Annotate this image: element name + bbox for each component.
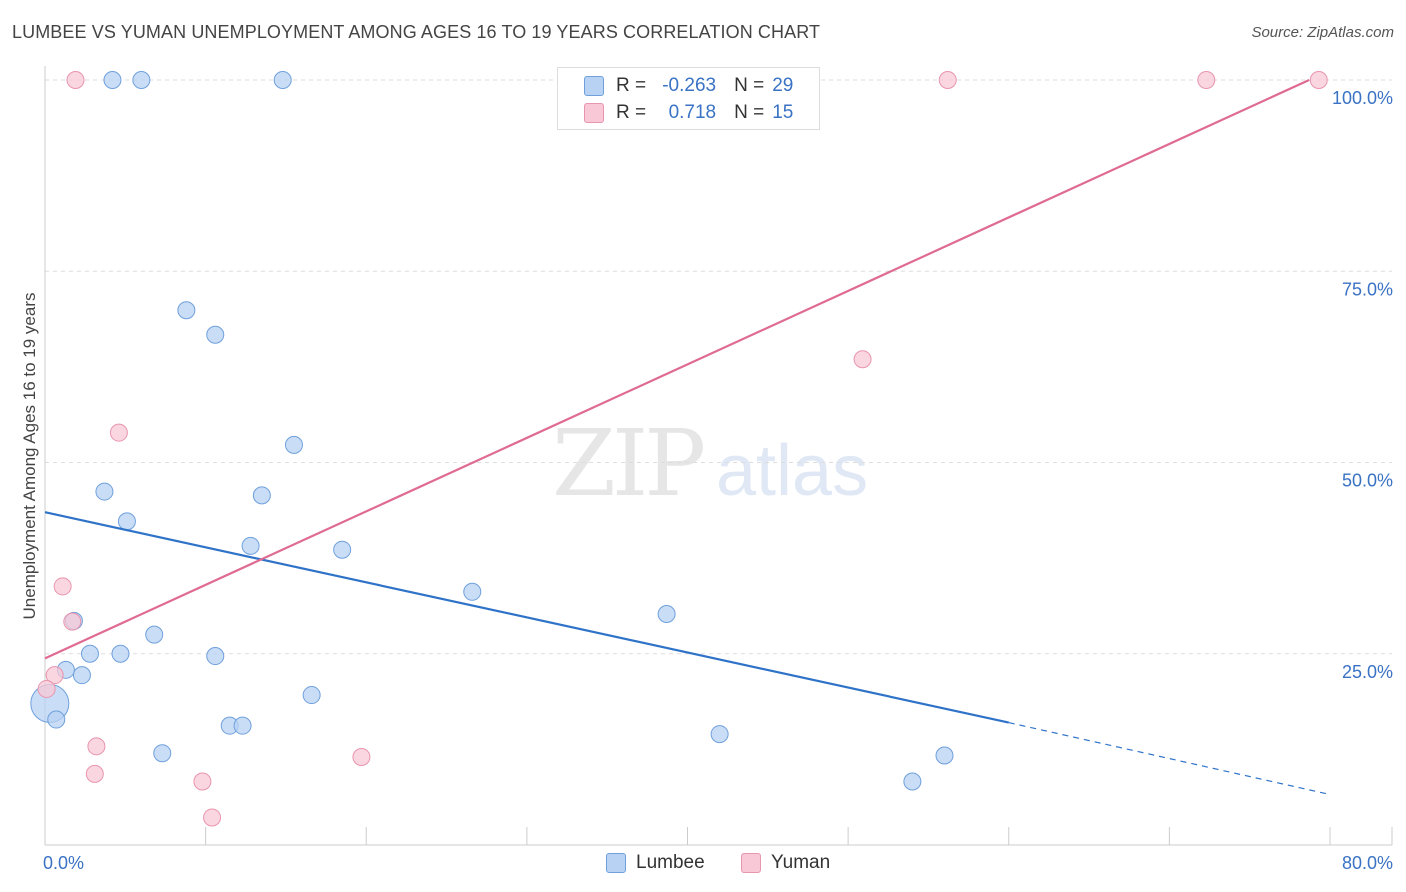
lumbee-point: [206, 647, 225, 666]
yuman-point: [938, 71, 957, 89]
lumbee-point: [80, 644, 99, 663]
yuman-point: [85, 764, 104, 783]
legend-r-value: -0.263: [662, 75, 717, 96]
yuman-point: [352, 748, 371, 767]
lumbee-point: [252, 486, 271, 505]
x-tick-label: 80.0%: [1342, 853, 1393, 873]
y-tick-label: 100.0%: [1332, 88, 1393, 108]
lumbee-point: [273, 71, 292, 89]
series-legend: Lumbee Yuman: [0, 852, 1406, 878]
legend-label-yuman: Yuman: [771, 852, 831, 873]
yuman-point: [853, 350, 872, 369]
lumbee-swatch: [584, 76, 604, 96]
legend-item-lumbee[interactable]: Lumbee: [606, 852, 705, 874]
yuman-swatch: [741, 853, 761, 873]
lumbee-point: [132, 71, 151, 89]
legend-n-value: 15: [772, 102, 794, 123]
y-tick-label: 25.0%: [1342, 662, 1393, 682]
yuman-point: [109, 423, 128, 442]
source-label: Source: ZipAtlas.com: [1251, 24, 1394, 41]
lumbee-point: [463, 582, 482, 601]
yuman-trendline: [44, 78, 1310, 660]
lumbee-point: [47, 710, 66, 729]
legend-n-label: N =: [734, 102, 765, 123]
yuman-point: [45, 666, 64, 685]
yuman-point: [66, 71, 85, 89]
chart-title: LUMBEE VS YUMAN UNEMPLOYMENT AMONG AGES …: [12, 22, 821, 42]
yuman-point: [87, 737, 106, 756]
legend-r-label: R =: [616, 75, 647, 96]
yuman-point: [1197, 71, 1216, 89]
legend-item-yuman[interactable]: Yuman: [741, 852, 830, 874]
lumbee-point: [111, 644, 130, 663]
yuman-swatch: [584, 103, 604, 123]
yuman-point: [53, 577, 72, 596]
lumbee-trendline-extension: [1008, 722, 1331, 796]
lumbee-point: [95, 482, 114, 501]
yuman-point: [37, 679, 56, 698]
yuman-point: [203, 808, 222, 827]
legend-row-lumbee: R = -0.263 N = 29: [584, 74, 793, 98]
lumbee-point: [710, 725, 729, 744]
legend-n-label: N =: [734, 75, 765, 96]
legend-label-lumbee: Lumbee: [636, 852, 705, 873]
legend-n-value: 29: [772, 75, 794, 96]
lumbee-point: [177, 301, 196, 320]
y-axis-title: Unemployment Among Ages 16 to 19 years: [20, 292, 39, 620]
watermark-atlas: atlas: [716, 431, 869, 511]
lumbee-point: [903, 772, 922, 791]
y-tick-label: 50.0%: [1342, 471, 1393, 491]
lumbee-point: [233, 716, 252, 735]
yuman-point: [63, 612, 82, 631]
lumbee-point: [153, 744, 172, 763]
lumbee-point: [206, 325, 225, 344]
lumbee-point: [145, 625, 164, 644]
lumbee-swatch: [606, 853, 626, 873]
lumbee-trendline: [44, 511, 1009, 724]
legend-row-yuman: R = 0.718 N = 15: [584, 101, 793, 125]
lumbee-point: [284, 435, 303, 454]
lumbee-point: [72, 666, 91, 685]
lumbee-point: [117, 512, 136, 531]
lumbee-point: [935, 746, 954, 765]
yuman-point: [1309, 71, 1328, 89]
stats-legend: R = -0.263 N = 29 R = 0.718 N = 15: [557, 67, 820, 130]
y-tick-label: 75.0%: [1342, 279, 1393, 299]
lumbee-point: [103, 71, 122, 89]
legend-r-label: R =: [616, 102, 647, 123]
watermark-zip: ZIP: [552, 410, 706, 517]
x-tick-label: 0.0%: [43, 853, 84, 873]
lumbee-point: [333, 540, 352, 559]
lumbee-point: [657, 604, 676, 623]
yuman-point: [193, 772, 212, 791]
lumbee-point: [302, 686, 321, 705]
legend-r-value: 0.718: [668, 102, 717, 123]
lumbee-point: [241, 536, 260, 555]
